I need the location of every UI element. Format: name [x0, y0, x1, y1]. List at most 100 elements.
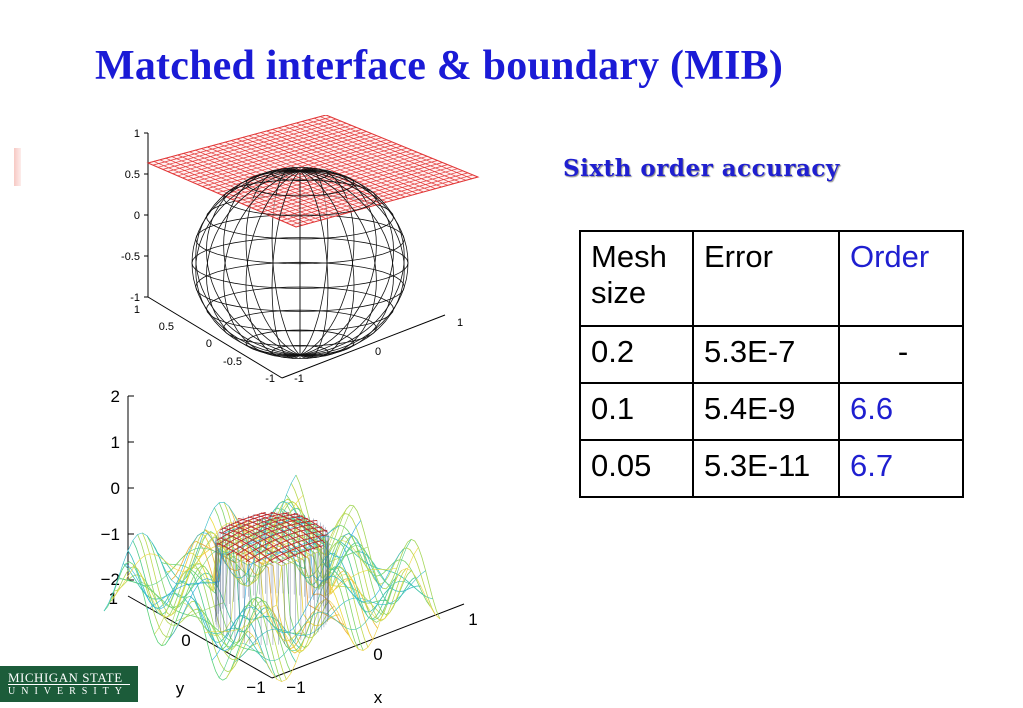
- mesh-line: [286, 172, 468, 224]
- mesh-line: [299, 201, 377, 356]
- x-tick-label: -1: [294, 373, 304, 383]
- red-accent-bar: [14, 148, 21, 186]
- z-tick-label: 0: [111, 479, 120, 498]
- z-tick-label: -1: [130, 292, 140, 304]
- mesh-line: [299, 197, 355, 356]
- sphere-cap-mesh: [206, 167, 394, 239]
- sphere-mesh: [191, 194, 409, 359]
- y-tick-label: 0: [206, 338, 212, 350]
- mesh-line: [233, 168, 301, 202]
- z-tick-label: 0: [134, 210, 140, 222]
- z-tick-label: 1: [111, 433, 120, 452]
- oscillating-surface-mesh: [103, 474, 441, 682]
- cell-mesh-size: 0.05: [579, 439, 694, 498]
- mesh-line: [195, 222, 301, 356]
- mesh-line: [313, 117, 467, 181]
- mesh-line: [245, 197, 301, 356]
- mesh-line: [270, 511, 326, 544]
- mesh-line: [291, 174, 473, 226]
- y-tick-label: -0.5: [223, 356, 242, 368]
- header-order: Order: [838, 230, 964, 327]
- mesh-line: [209, 170, 301, 223]
- cell-order: 6.7: [838, 439, 964, 498]
- mesh-line: [271, 166, 453, 217]
- mesh-line: [252, 167, 301, 199]
- mesh-line: [218, 539, 412, 679]
- mesh-line: [206, 205, 301, 356]
- table-row: 0.1 5.4E-9 6.6: [579, 382, 964, 441]
- mesh-line: [245, 235, 301, 359]
- sphere-plot-axes: 1 0.5 0 -0.5 -1 1 0.5 0 -0.5 -1 1 0 -1: [121, 128, 463, 383]
- x-axis-label: x: [374, 688, 383, 707]
- logo-line1: MICHIGAN STATE: [8, 670, 123, 685]
- mesh-line: [275, 170, 301, 239]
- mesh-line: [223, 201, 301, 356]
- mesh-line: [191, 216, 301, 356]
- mesh-line: [125, 501, 318, 610]
- z-tick-label: −1: [101, 525, 120, 544]
- mesh-line: [240, 580, 433, 661]
- cell-error: 5.3E-7: [692, 325, 840, 384]
- mesh-line: [276, 168, 458, 219]
- logo-rule: [8, 684, 130, 685]
- mesh-line: [271, 195, 301, 356]
- mesh-line: [299, 169, 382, 207]
- table-row: 0.2 5.3E-7 -: [579, 325, 964, 384]
- y-tick-label: 0.5: [159, 321, 174, 333]
- dome-mesh: [215, 511, 329, 646]
- y-tick-label: 1: [134, 304, 140, 316]
- y-tick-label: 0: [181, 631, 190, 650]
- z-tick-label: 2: [111, 387, 120, 406]
- mesh-line: [299, 195, 329, 356]
- mesh-line: [299, 235, 355, 359]
- mesh-line: [183, 529, 376, 637]
- mesh-line: [247, 516, 310, 552]
- mesh-line: [247, 568, 441, 682]
- mesh-line: [206, 227, 301, 357]
- mesh-line: [218, 169, 301, 207]
- cell-mesh-size: 0.2: [579, 325, 694, 384]
- header-error: Error: [692, 230, 840, 327]
- mesh-line: [175, 525, 369, 622]
- mesh-line: [299, 238, 329, 359]
- y-tick-label: -1: [265, 373, 275, 383]
- cell-error: 5.3E-11: [692, 439, 840, 498]
- mesh-line: [299, 168, 367, 202]
- mesh-line: [308, 119, 460, 183]
- mesh-line: [221, 515, 303, 548]
- mesh-line: [204, 550, 397, 633]
- table-row: 0.05 5.3E-11 6.7: [579, 439, 964, 498]
- mesh-line: [299, 205, 394, 356]
- x-tick-label: 0: [373, 645, 382, 664]
- table-header-row: Mesh size Error Order: [579, 230, 964, 327]
- mesh-line: [275, 167, 301, 196]
- cell-order: -: [838, 325, 964, 384]
- mesh-line: [132, 501, 326, 618]
- mesh-line: [299, 170, 325, 239]
- cell-order: 6.6: [838, 382, 964, 441]
- y-axis-label: y: [176, 679, 185, 698]
- z-tick-label: -0.5: [121, 251, 140, 263]
- surface-plot: 2 1 0 −1 −2 1 0 −1 y 1 0 −1 x: [101, 387, 478, 707]
- mesh-line: [299, 211, 405, 356]
- mesh-line: [319, 116, 473, 180]
- accuracy-table: Mesh size Error Order 0.2 5.3E-7 - 0.1 5…: [579, 230, 964, 498]
- cell-mesh-size: 0.1: [579, 382, 694, 441]
- mesh-line: [190, 533, 383, 652]
- mesh-line: [299, 170, 367, 233]
- y-tick-label: −1: [246, 678, 265, 697]
- mesh-line: [226, 547, 419, 679]
- header-mesh-size: Mesh size: [579, 230, 694, 327]
- mesh-line: [195, 211, 301, 356]
- university-logo: MICHIGAN STATE UNIVERSITY: [0, 666, 138, 702]
- sphere-plane-plot: 1 0.5 0 -0.5 -1 1 0.5 0 -0.5 -1 1 0 -1: [121, 115, 480, 383]
- mesh-line: [299, 170, 394, 218]
- slide-title: Matched interface & boundary (MIB): [95, 43, 784, 89]
- x-tick-label: 1: [468, 610, 477, 629]
- mesh-line: [271, 238, 301, 359]
- x-tick-label: 0: [375, 346, 381, 358]
- mesh-line: [216, 513, 299, 546]
- x-tick-label: −1: [286, 678, 305, 697]
- z-tick-label: 1: [134, 128, 140, 140]
- mesh-line: [206, 170, 301, 218]
